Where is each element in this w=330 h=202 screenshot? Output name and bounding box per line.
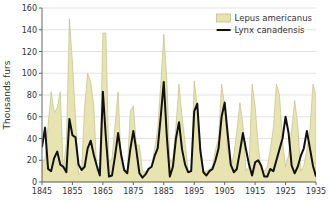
x-tick — [224, 182, 225, 185]
legend-label: Lepus americanus — [235, 13, 313, 23]
grid — [42, 8, 316, 182]
y-tick-label: 160 — [22, 4, 37, 13]
y-tick-label: 0 — [32, 178, 37, 187]
x-tick — [316, 182, 317, 185]
y-tick-label: 20 — [27, 156, 37, 165]
x-tick-label: 1915 — [245, 187, 265, 196]
x-tick — [194, 182, 195, 185]
y-tick — [39, 160, 42, 161]
x-axis-line — [42, 182, 316, 183]
grid-line — [42, 51, 316, 52]
x-tick — [72, 182, 73, 185]
x-tick-label: 1905 — [214, 187, 234, 196]
x-tick-label: 1845 — [32, 187, 52, 196]
x-tick-label: 1875 — [123, 187, 143, 196]
x-tick-label: 1885 — [154, 187, 174, 196]
x-tick-label: 1865 — [93, 187, 113, 196]
legend-swatch — [217, 29, 231, 31]
y-tick-label: 40 — [27, 135, 37, 144]
x-tick — [102, 182, 103, 185]
y-tick — [39, 51, 42, 52]
y-tick-label: 80 — [27, 91, 37, 100]
y-axis-label: Thousands furs — [2, 60, 12, 130]
legend-swatch — [217, 14, 231, 22]
y-tick-label: 140 — [22, 26, 37, 35]
y-tick-label: 100 — [22, 69, 37, 78]
legend: Lepus americanus Lynx canadensis — [217, 13, 313, 35]
y-tick-label: 120 — [22, 48, 37, 57]
x-tick — [42, 182, 43, 185]
y-tick — [39, 73, 42, 74]
axes: 0 20 40 60 80 100 120 140 160 1845 1855 1865 1875 188… — [22, 4, 326, 196]
y-tick — [39, 116, 42, 117]
x-tick — [285, 182, 286, 185]
legend-label: Lynx canadensis — [235, 25, 305, 35]
y-tick-label: 60 — [27, 113, 37, 122]
x-tick — [255, 182, 256, 185]
x-tick-label: 1935 — [306, 187, 326, 196]
y-tick — [39, 138, 42, 139]
x-tick — [133, 182, 134, 185]
y-tick — [39, 95, 42, 96]
line — [42, 82, 316, 178]
area — [42, 19, 316, 182]
y-tick — [39, 29, 42, 30]
x-tick-label: 1855 — [62, 187, 82, 196]
grid-line — [42, 73, 316, 74]
y-tick — [39, 8, 42, 9]
chart: 0 20 40 60 80 100 120 140 160 1845 1855 1865 1875 188… — [0, 0, 330, 202]
grid-line — [42, 182, 316, 183]
x-tick — [163, 182, 164, 185]
grid-line — [42, 8, 316, 9]
x-tick-label: 1895 — [184, 187, 204, 196]
plot-area — [42, 19, 316, 182]
x-tick-label: 1925 — [275, 187, 295, 196]
